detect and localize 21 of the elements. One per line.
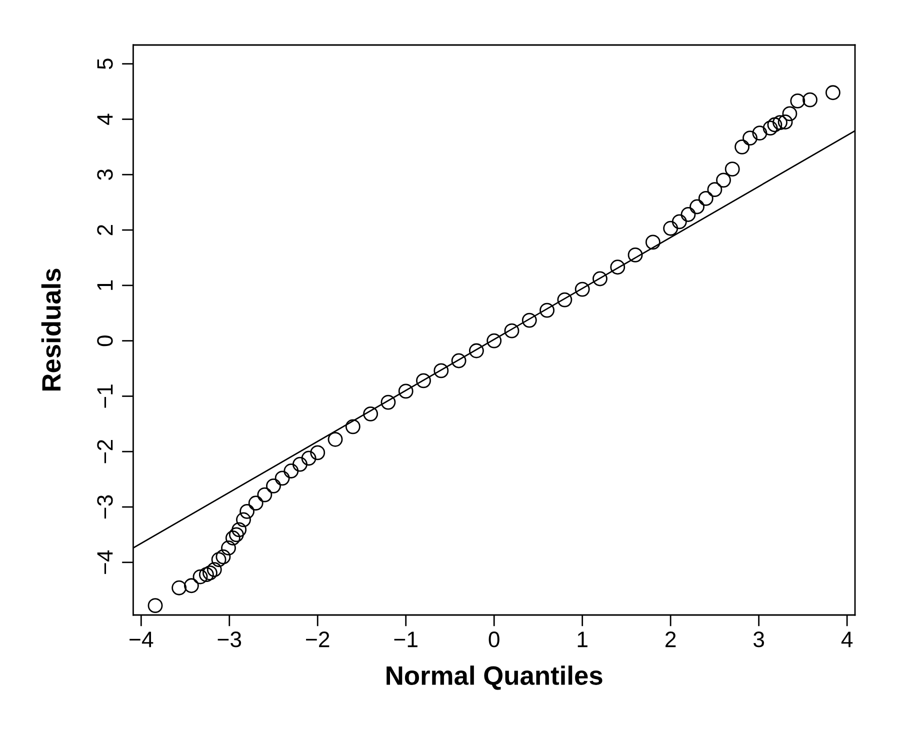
y-tick-label: 2 <box>97 224 113 236</box>
x-tick-label: −4 <box>130 632 154 648</box>
y-tick-label: 1 <box>97 280 113 290</box>
y-tick-label: −3 <box>97 495 113 519</box>
y-tick-label: 5 <box>97 58 113 70</box>
x-tick-label: 2 <box>666 632 676 648</box>
x-tick-label: −1 <box>394 632 418 648</box>
y-tick-label: 4 <box>97 114 113 125</box>
y-tick-label: 3 <box>97 169 113 180</box>
y-tick-label: −2 <box>97 440 113 464</box>
x-tick-label: 1 <box>578 632 588 648</box>
x-axis-title: Normal Quantiles <box>386 666 602 690</box>
x-tick-label: 4 <box>841 632 853 648</box>
y-tick-label: −4 <box>97 550 113 574</box>
y-tick-label: −1 <box>97 384 113 408</box>
y-axis-title: Residuals <box>41 268 61 391</box>
x-tick-label: −2 <box>306 632 330 648</box>
x-tick-label: 3 <box>753 632 764 648</box>
y-tick-label: 0 <box>97 335 113 346</box>
x-tick-label: 0 <box>488 632 500 648</box>
x-tick-label: −3 <box>218 632 242 648</box>
